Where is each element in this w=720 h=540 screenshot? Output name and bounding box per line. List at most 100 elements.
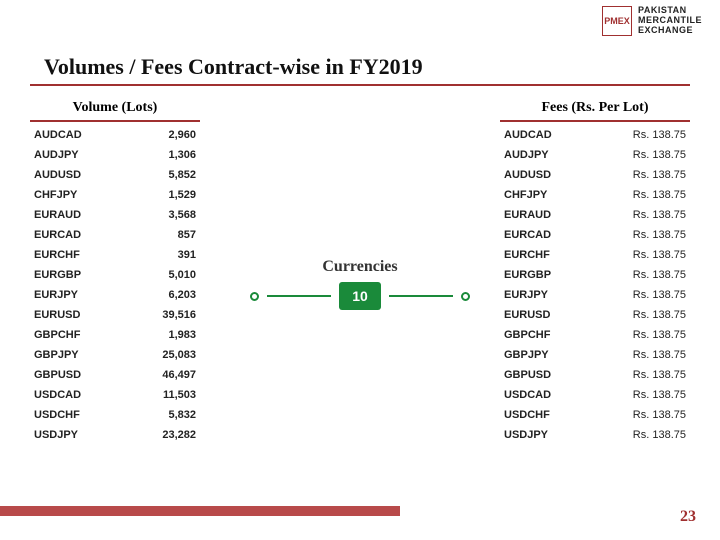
connector-dot-right-icon bbox=[461, 292, 470, 301]
table-row: USDJPY Rs. 138.75 bbox=[500, 425, 690, 445]
fees-table: Fees (Rs. Per Lot) AUDCAD Rs. 138.75 AUDJP… bbox=[500, 96, 690, 445]
table-row: AUDUSD Rs. 138.75 bbox=[500, 165, 690, 185]
currency-pair: GBPCHF bbox=[34, 329, 80, 341]
volume-value: 5,010 bbox=[168, 269, 196, 281]
currency-pair: GBPUSD bbox=[504, 369, 551, 381]
currency-pair: GBPJPY bbox=[504, 349, 549, 361]
currency-pair: EURUSD bbox=[504, 309, 550, 321]
volume-value: 39,516 bbox=[162, 309, 196, 321]
currency-pair: AUDCAD bbox=[504, 129, 552, 141]
fee-value: Rs. 138.75 bbox=[633, 329, 686, 341]
fee-value: Rs. 138.75 bbox=[633, 309, 686, 321]
currency-pair: GBPCHF bbox=[504, 329, 550, 341]
currency-pair: GBPUSD bbox=[34, 369, 81, 381]
fee-value: Rs. 138.75 bbox=[633, 369, 686, 381]
currency-pair: EURJPY bbox=[34, 289, 78, 301]
currency-pair: AUDUSD bbox=[504, 169, 551, 181]
connector-line-left bbox=[267, 295, 331, 297]
table-row: GBPUSD 46,497 bbox=[30, 365, 200, 385]
currency-pair: AUDJPY bbox=[34, 149, 79, 161]
volume-table: Volume (Lots) AUDCAD2,960 AUDJPY 1,306 AUDU… bbox=[30, 96, 200, 445]
volume-value: 1,983 bbox=[168, 329, 196, 341]
title-underline bbox=[30, 84, 690, 86]
table-row: AUDJPY 1,306 bbox=[30, 145, 200, 165]
currency-pair: USDCHF bbox=[34, 409, 80, 421]
center-block: Currencies 10 bbox=[250, 258, 470, 310]
table-row: EURAUD 3,568 bbox=[30, 205, 200, 225]
connector-line-right bbox=[389, 295, 453, 297]
table-row: EURCAD857 bbox=[30, 225, 200, 245]
table-row: EURUSD Rs. 138.75 bbox=[500, 305, 690, 325]
currency-pair: CHFJPY bbox=[504, 189, 547, 201]
table-row: EURGBP Rs. 138.75 bbox=[500, 265, 690, 285]
currency-pair: EURCHF bbox=[34, 249, 80, 261]
currency-pair: USDCHF bbox=[504, 409, 550, 421]
fee-value: Rs. 138.75 bbox=[633, 249, 686, 261]
volume-value: 25,083 bbox=[162, 349, 196, 361]
currency-pair: AUDJPY bbox=[504, 149, 549, 161]
volume-value: 3,568 bbox=[168, 209, 196, 221]
table-row: GBPCHF Rs. 138.75 bbox=[500, 325, 690, 345]
fee-value: Rs. 138.75 bbox=[633, 429, 686, 441]
fee-value: Rs. 138.75 bbox=[633, 149, 686, 161]
currency-pair: USDJPY bbox=[504, 429, 548, 441]
currency-pair: EURJPY bbox=[504, 289, 548, 301]
fees-header: Fees (Rs. Per Lot) bbox=[500, 96, 690, 122]
fee-value: Rs. 138.75 bbox=[633, 269, 686, 281]
table-row: GBPJPY Rs. 138.75 bbox=[500, 345, 690, 365]
table-row: GBPCHF 1,983 bbox=[30, 325, 200, 345]
table-row: EURJPY 6,203 bbox=[30, 285, 200, 305]
fee-value: Rs. 138.75 bbox=[633, 189, 686, 201]
volume-value: 1,306 bbox=[168, 149, 196, 161]
volume-value: 2,960 bbox=[168, 129, 196, 141]
currency-pair: USDCAD bbox=[504, 389, 551, 401]
fee-value: Rs. 138.75 bbox=[633, 169, 686, 181]
table-row: USDCAD Rs. 138.75 bbox=[500, 385, 690, 405]
currency-pair: EURGBP bbox=[34, 269, 81, 281]
volume-value: 46,497 bbox=[162, 369, 196, 381]
currency-pair: EURAUD bbox=[504, 209, 551, 221]
table-row: USDJPY23,282 bbox=[30, 425, 200, 445]
connector-dot-left-icon bbox=[250, 292, 259, 301]
fee-value: Rs. 138.75 bbox=[633, 389, 686, 401]
table-row: EURGBP 5,010 bbox=[30, 265, 200, 285]
volume-value: 23,282 bbox=[162, 429, 196, 441]
table-row: USDCHF 5,832 bbox=[30, 405, 200, 425]
fee-value: Rs. 138.75 bbox=[633, 229, 686, 241]
logo-line3: EXCHANGE bbox=[638, 26, 702, 36]
currency-pair: EURUSD bbox=[34, 309, 80, 321]
currency-pair: CHFJPY bbox=[34, 189, 77, 201]
volume-value: 391 bbox=[178, 249, 196, 261]
table-row: GBPUSD Rs. 138.75 bbox=[500, 365, 690, 385]
currency-pair: AUDUSD bbox=[34, 169, 81, 181]
fee-value: Rs. 138.75 bbox=[633, 409, 686, 421]
table-row: CHFJPY Rs. 138.75 bbox=[500, 185, 690, 205]
logo: PMEX PAKISTAN MERCANTILE EXCHANGE bbox=[602, 6, 702, 36]
currency-pair: GBPJPY bbox=[34, 349, 79, 361]
logo-text: PAKISTAN MERCANTILE EXCHANGE bbox=[638, 6, 702, 36]
table-row: USDCHF Rs. 138.75 bbox=[500, 405, 690, 425]
table-row: EURUSD 39,516 bbox=[30, 305, 200, 325]
volume-value: 1,529 bbox=[168, 189, 196, 201]
table-row: AUDUSD 5,852 bbox=[30, 165, 200, 185]
table-row: AUDCAD2,960 bbox=[30, 125, 200, 145]
center-label: Currencies bbox=[250, 258, 470, 276]
volume-value: 6,203 bbox=[168, 289, 196, 301]
center-count-badge: 10 bbox=[339, 282, 381, 310]
table-row: EURAUDRs. 138.75 bbox=[500, 205, 690, 225]
fee-value: Rs. 138.75 bbox=[633, 349, 686, 361]
fee-value: Rs. 138.75 bbox=[633, 289, 686, 301]
currency-pair: EURGBP bbox=[504, 269, 551, 281]
fee-value: Rs. 138.75 bbox=[633, 129, 686, 141]
page-title: Volumes / Fees Contract-wise in FY2019 bbox=[44, 54, 423, 80]
currency-pair: EURAUD bbox=[34, 209, 81, 221]
volume-value: 5,852 bbox=[168, 169, 196, 181]
logo-badge-icon: PMEX bbox=[602, 6, 632, 36]
volume-value: 11,503 bbox=[163, 389, 196, 401]
volume-value: 5,832 bbox=[168, 409, 196, 421]
bottom-stripe bbox=[0, 506, 400, 516]
table-row: AUDCAD Rs. 138.75 bbox=[500, 125, 690, 145]
volume-value: 857 bbox=[178, 229, 196, 241]
table-row: USDCAD11,503 bbox=[30, 385, 200, 405]
volume-header: Volume (Lots) bbox=[30, 96, 200, 122]
